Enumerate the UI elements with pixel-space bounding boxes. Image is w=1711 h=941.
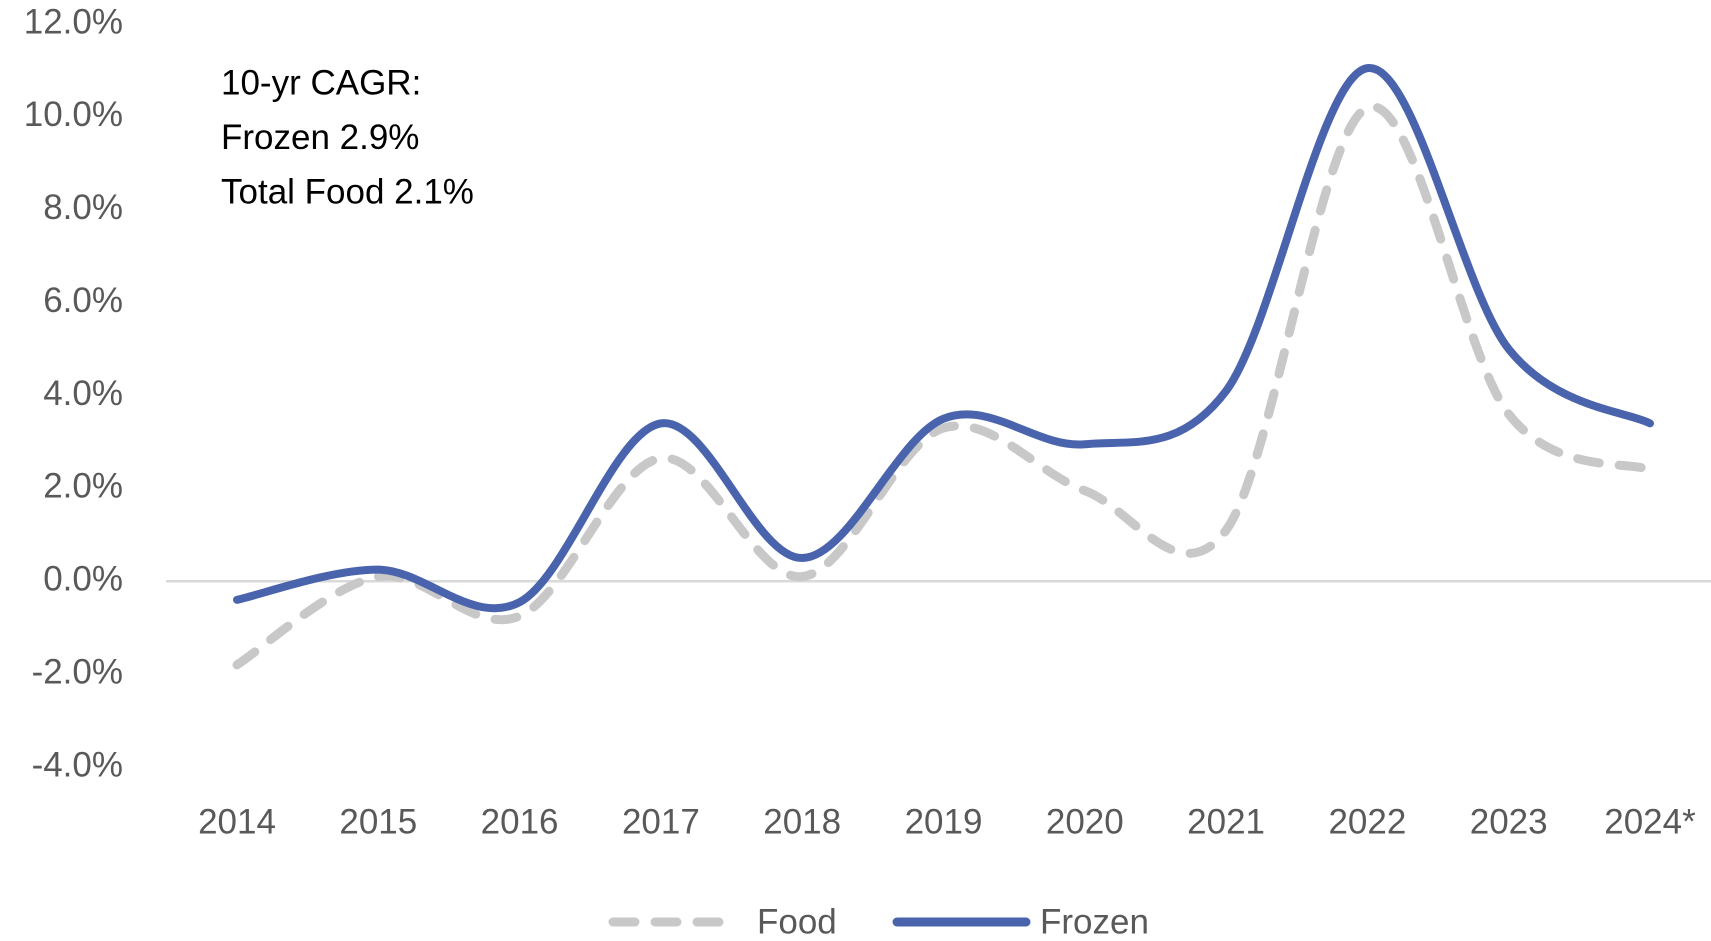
x-tick-label: 2016: [481, 802, 559, 841]
line-series: [233, 64, 1654, 613]
x-tick-label: 2014: [198, 802, 276, 841]
annotation: Total Food 2.1%: [221, 172, 474, 211]
y-tick-label: -2.0%: [32, 652, 123, 691]
y-tick-label: 0.0%: [43, 560, 123, 599]
legend-label: Food: [757, 902, 837, 941]
y-tick-label: 8.0%: [43, 188, 123, 227]
line-series: [232, 102, 1655, 670]
x-tick-label: 2018: [763, 802, 841, 841]
x-tick-label: 2023: [1470, 802, 1548, 841]
y-tick-label: -4.0%: [32, 745, 123, 784]
y-tick-label: 6.0%: [43, 281, 123, 320]
x-tick-label: 2021: [1187, 802, 1265, 841]
y-tick-label: 2.0%: [43, 467, 123, 506]
y-tick-label: 4.0%: [43, 374, 123, 413]
x-tick-label: 2020: [1046, 802, 1124, 841]
annotation: Frozen 2.9%: [221, 118, 419, 157]
annotation: 10-yr CAGR:: [221, 63, 421, 102]
y-tick-label: 10.0%: [24, 95, 123, 134]
x-tick-label: 2024*: [1604, 802, 1696, 841]
legend-label: Frozen: [1040, 902, 1149, 941]
x-tick-label: 2017: [622, 802, 700, 841]
x-tick-label: 2022: [1328, 802, 1406, 841]
x-tick-label: 2015: [339, 802, 417, 841]
y-tick-label: 12.0%: [24, 2, 123, 41]
x-tick-label: 2019: [905, 802, 983, 841]
